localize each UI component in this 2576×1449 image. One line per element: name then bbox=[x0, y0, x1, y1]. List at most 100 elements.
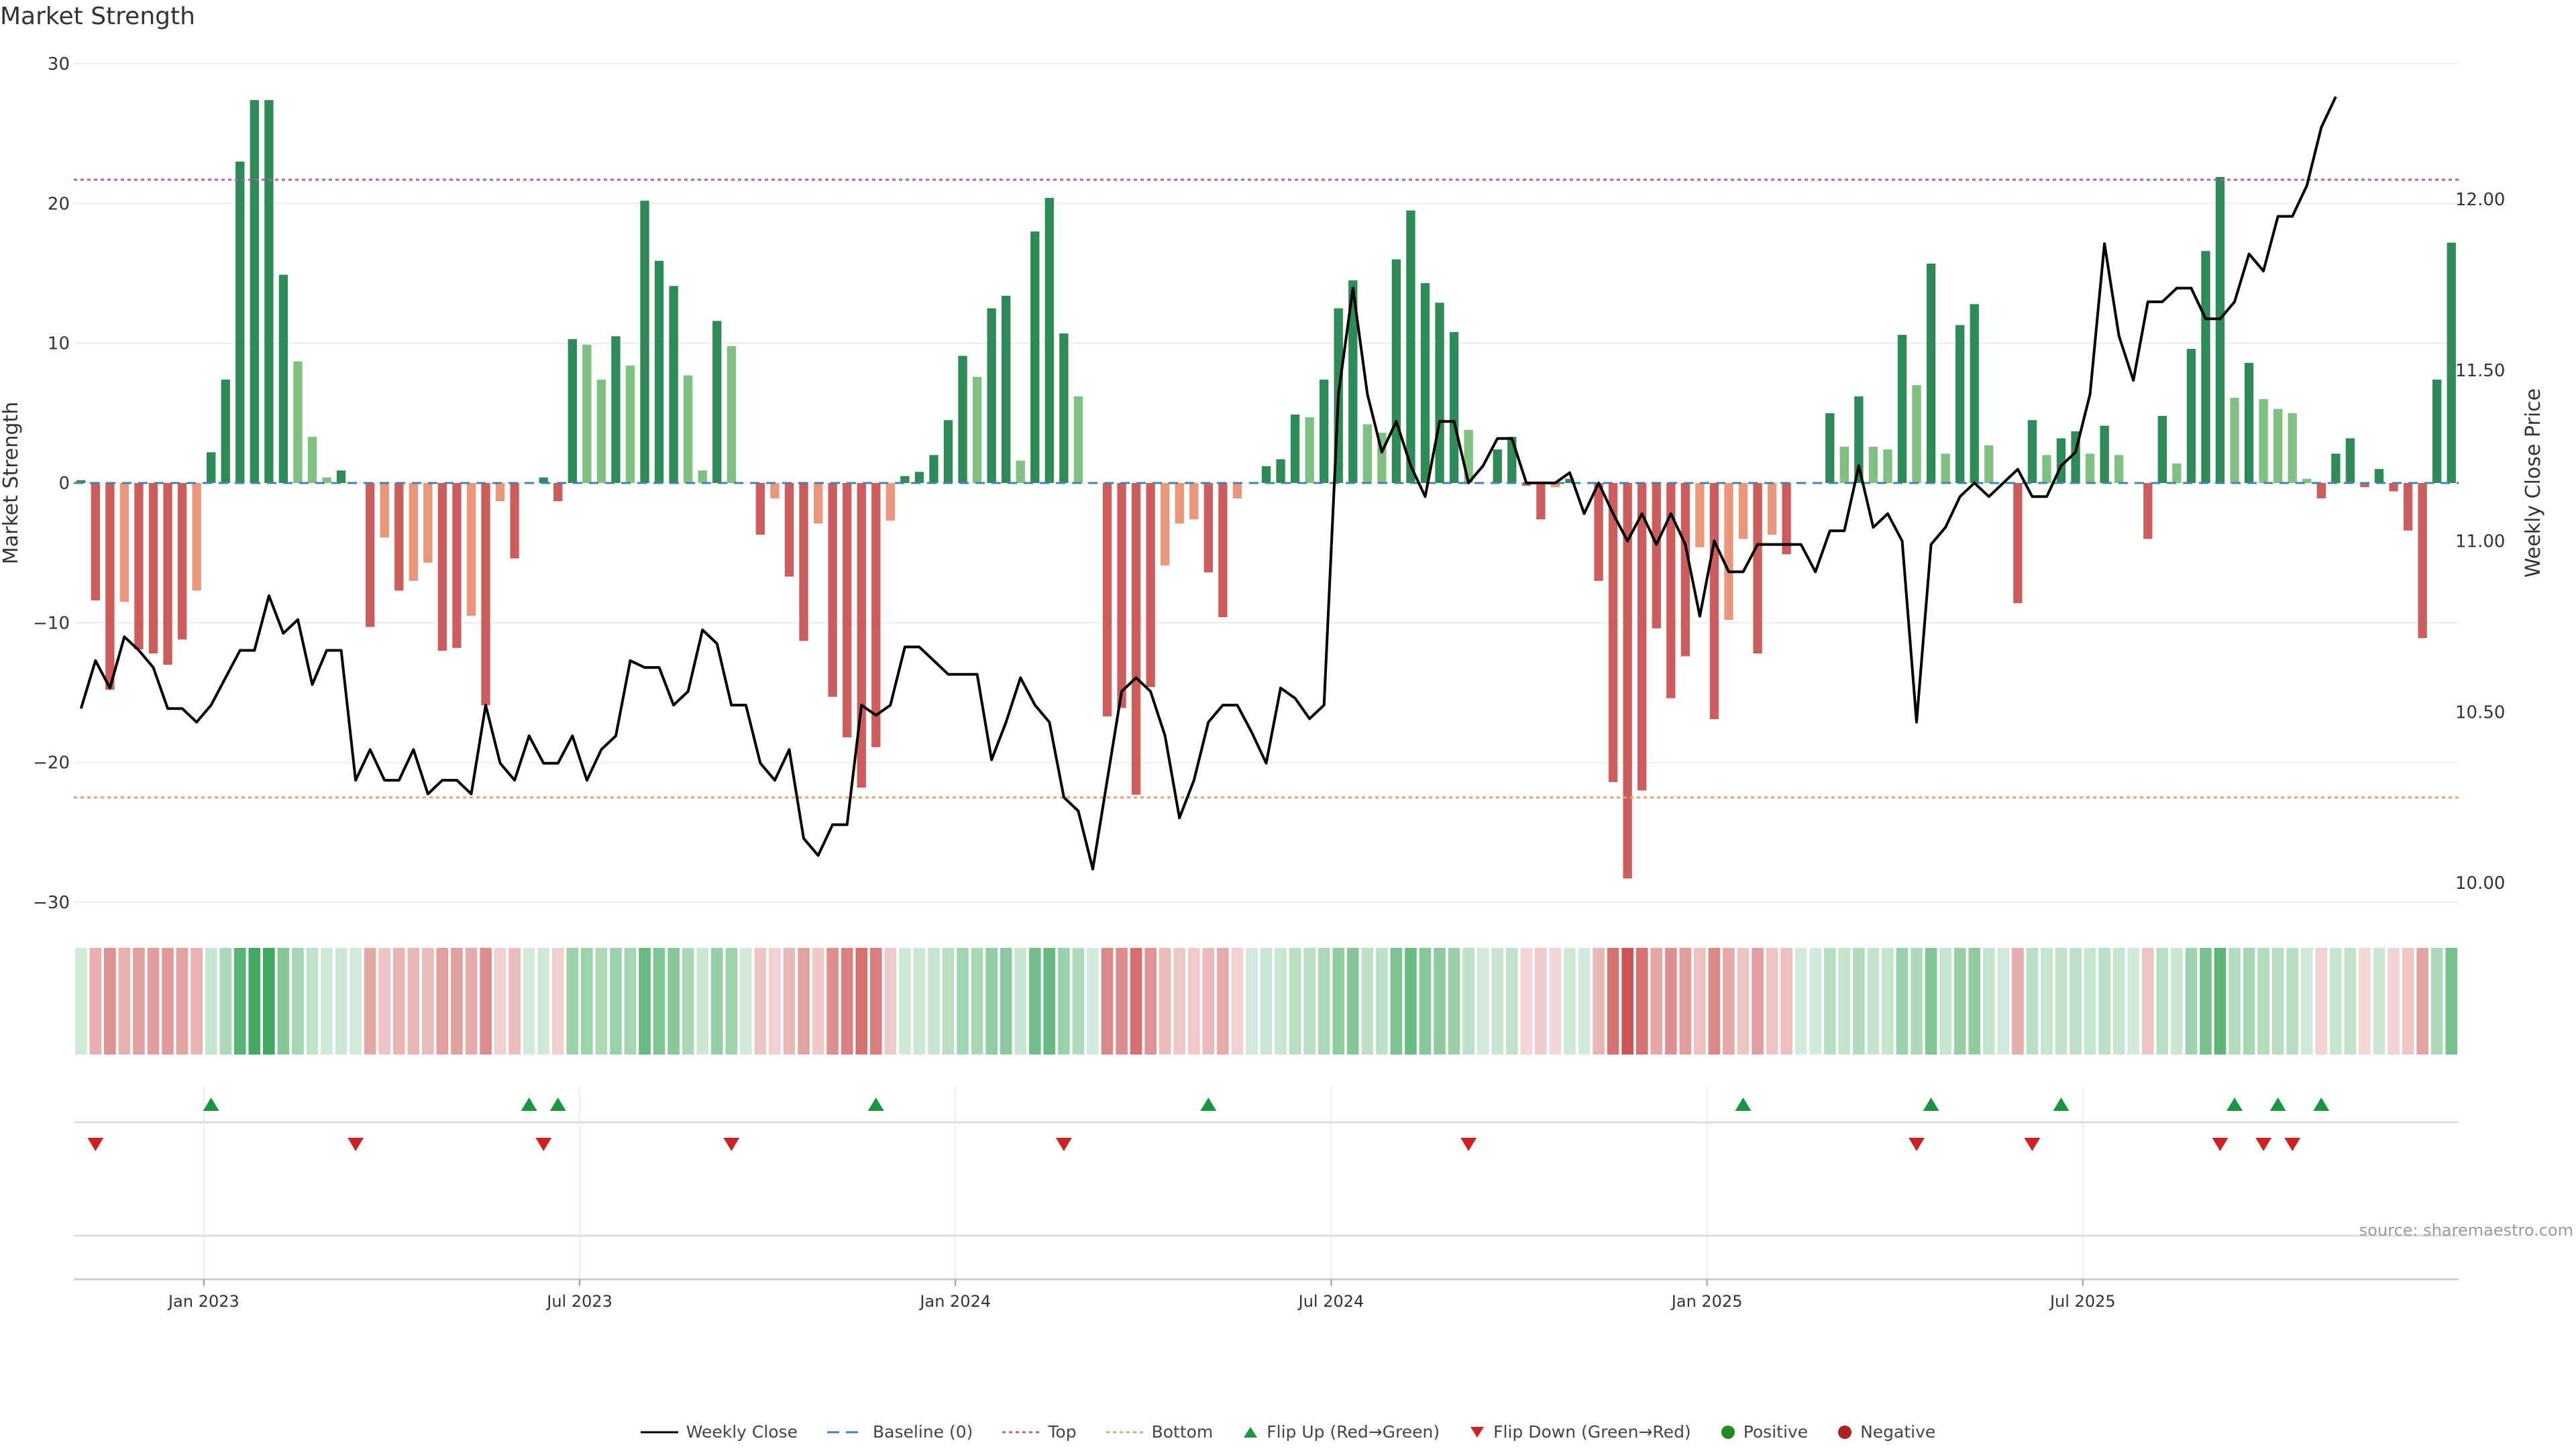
strength-bar bbox=[76, 480, 86, 483]
heat-cell bbox=[1896, 948, 1909, 1055]
legend: Weekly Close Baseline (0) Top Bottom Fli… bbox=[0, 1422, 2576, 1442]
y-axis-title: Market Strength bbox=[0, 402, 23, 564]
heat-cell bbox=[841, 948, 853, 1055]
y2-tick-label: 10.50 bbox=[2455, 702, 2505, 722]
strength-bar bbox=[481, 483, 490, 706]
heat-cell bbox=[1144, 948, 1157, 1055]
heat-cell bbox=[869, 948, 882, 1055]
y2-axis-title: Weekly Close Price bbox=[2522, 388, 2545, 578]
strength-bar bbox=[553, 483, 563, 502]
heat-cell bbox=[769, 948, 781, 1055]
legend-item-baseline[interactable]: Baseline (0) bbox=[827, 1422, 973, 1442]
strength-bar bbox=[1536, 483, 1546, 520]
heat-cell bbox=[2286, 948, 2299, 1055]
heat-cell bbox=[2141, 948, 2154, 1055]
strength-bar bbox=[1709, 483, 1719, 720]
strength-bar bbox=[2056, 438, 2066, 483]
heat-cell bbox=[710, 948, 723, 1055]
heat-cell bbox=[1694, 948, 1706, 1055]
strength-bar bbox=[625, 366, 635, 483]
strength-bar bbox=[2215, 176, 2225, 483]
heat-cell bbox=[451, 948, 463, 1055]
flip-up-marker bbox=[1200, 1097, 1217, 1111]
heat-cell bbox=[1794, 948, 1807, 1055]
legend-item-negative[interactable]: Negative bbox=[1837, 1422, 1935, 1442]
heat-cell bbox=[884, 948, 897, 1055]
strength-bar bbox=[1362, 424, 1372, 483]
heat-cell bbox=[639, 948, 651, 1055]
y2-tick-label: 12.00 bbox=[2455, 190, 2505, 210]
heat-cell bbox=[1303, 948, 1316, 1055]
strength-bar bbox=[755, 483, 765, 535]
legend-item-positive[interactable]: Positive bbox=[1721, 1422, 1808, 1442]
flip-up-marker bbox=[521, 1097, 537, 1111]
strength-bar bbox=[1782, 483, 1791, 555]
heat-cell bbox=[798, 948, 810, 1055]
heat-cell bbox=[422, 948, 434, 1055]
heat-cell bbox=[537, 948, 550, 1055]
heat-cell bbox=[263, 948, 275, 1055]
heat-cell bbox=[1246, 948, 1258, 1055]
x-tick-label: Jul 2025 bbox=[2049, 1292, 2116, 1311]
strength-bar bbox=[1059, 333, 1069, 483]
legend-item-weekly-close[interactable]: Weekly Close bbox=[640, 1422, 798, 1442]
heat-cell bbox=[1361, 948, 1374, 1055]
heat-cell bbox=[1346, 948, 1359, 1055]
heat-cell bbox=[335, 948, 347, 1055]
strength-bar bbox=[1161, 483, 1170, 566]
strength-bar bbox=[2100, 425, 2109, 483]
strength-bar bbox=[813, 483, 823, 524]
heat-cell bbox=[1780, 948, 1792, 1055]
heat-cell bbox=[2070, 948, 2082, 1055]
heat-cell bbox=[104, 948, 116, 1055]
heat-cell bbox=[725, 948, 738, 1055]
heat-cell bbox=[89, 948, 102, 1055]
strength-bar bbox=[264, 100, 274, 483]
flip-up-marker bbox=[2313, 1097, 2330, 1111]
flip-down-marker bbox=[347, 1138, 364, 1151]
strength-bar bbox=[105, 483, 115, 690]
strength-bar bbox=[1218, 483, 1228, 617]
heat-cell bbox=[1187, 948, 1200, 1055]
strength-bar bbox=[2432, 379, 2442, 483]
heat-cell bbox=[1376, 948, 1388, 1055]
legend-item-flip-down[interactable]: Flip Down (Green→Red) bbox=[1469, 1422, 1691, 1442]
flip-down-marker bbox=[1460, 1138, 1477, 1151]
heat-cell bbox=[971, 948, 983, 1055]
legend-item-bottom[interactable]: Bottom bbox=[1106, 1422, 1214, 1442]
strength-bar bbox=[698, 470, 707, 483]
solid-line-icon bbox=[640, 1431, 678, 1433]
strength-bar bbox=[1232, 483, 1242, 498]
strength-bar bbox=[221, 379, 230, 483]
heat-cell bbox=[191, 948, 203, 1055]
strength-bar bbox=[1016, 460, 1025, 483]
heat-cell bbox=[436, 948, 449, 1055]
legend-item-top[interactable]: Top bbox=[1002, 1422, 1077, 1442]
strength-bar bbox=[1073, 396, 1083, 483]
strength-bar bbox=[843, 483, 852, 738]
strength-bar bbox=[582, 344, 592, 483]
strength-bar bbox=[437, 483, 447, 651]
flip-up-marker bbox=[1923, 1097, 1939, 1111]
heat-cell bbox=[364, 948, 376, 1055]
legend-label: Bottom bbox=[1151, 1422, 1214, 1442]
heat-cell bbox=[610, 948, 622, 1055]
heat-cell bbox=[248, 948, 261, 1055]
strength-bar bbox=[727, 345, 736, 483]
heat-cell bbox=[1809, 948, 1822, 1055]
heat-cell bbox=[2445, 948, 2458, 1055]
heat-cell bbox=[566, 948, 579, 1055]
legend-item-flip-up[interactable]: Flip Up (Red→Green) bbox=[1242, 1422, 1440, 1442]
strength-bar bbox=[1565, 478, 1574, 483]
heat-cell bbox=[1275, 948, 1287, 1055]
strength-bar bbox=[1348, 280, 1358, 483]
strength-bar bbox=[1652, 483, 1661, 629]
heat-cell bbox=[2127, 948, 2140, 1055]
strength-bar bbox=[307, 437, 317, 483]
heat-cell bbox=[1289, 948, 1301, 1055]
strength-bar bbox=[712, 321, 722, 483]
heat-cell bbox=[1390, 948, 1403, 1055]
heat-cell bbox=[754, 948, 767, 1055]
heat-cell bbox=[508, 948, 521, 1055]
heat-cell bbox=[1477, 948, 1489, 1055]
